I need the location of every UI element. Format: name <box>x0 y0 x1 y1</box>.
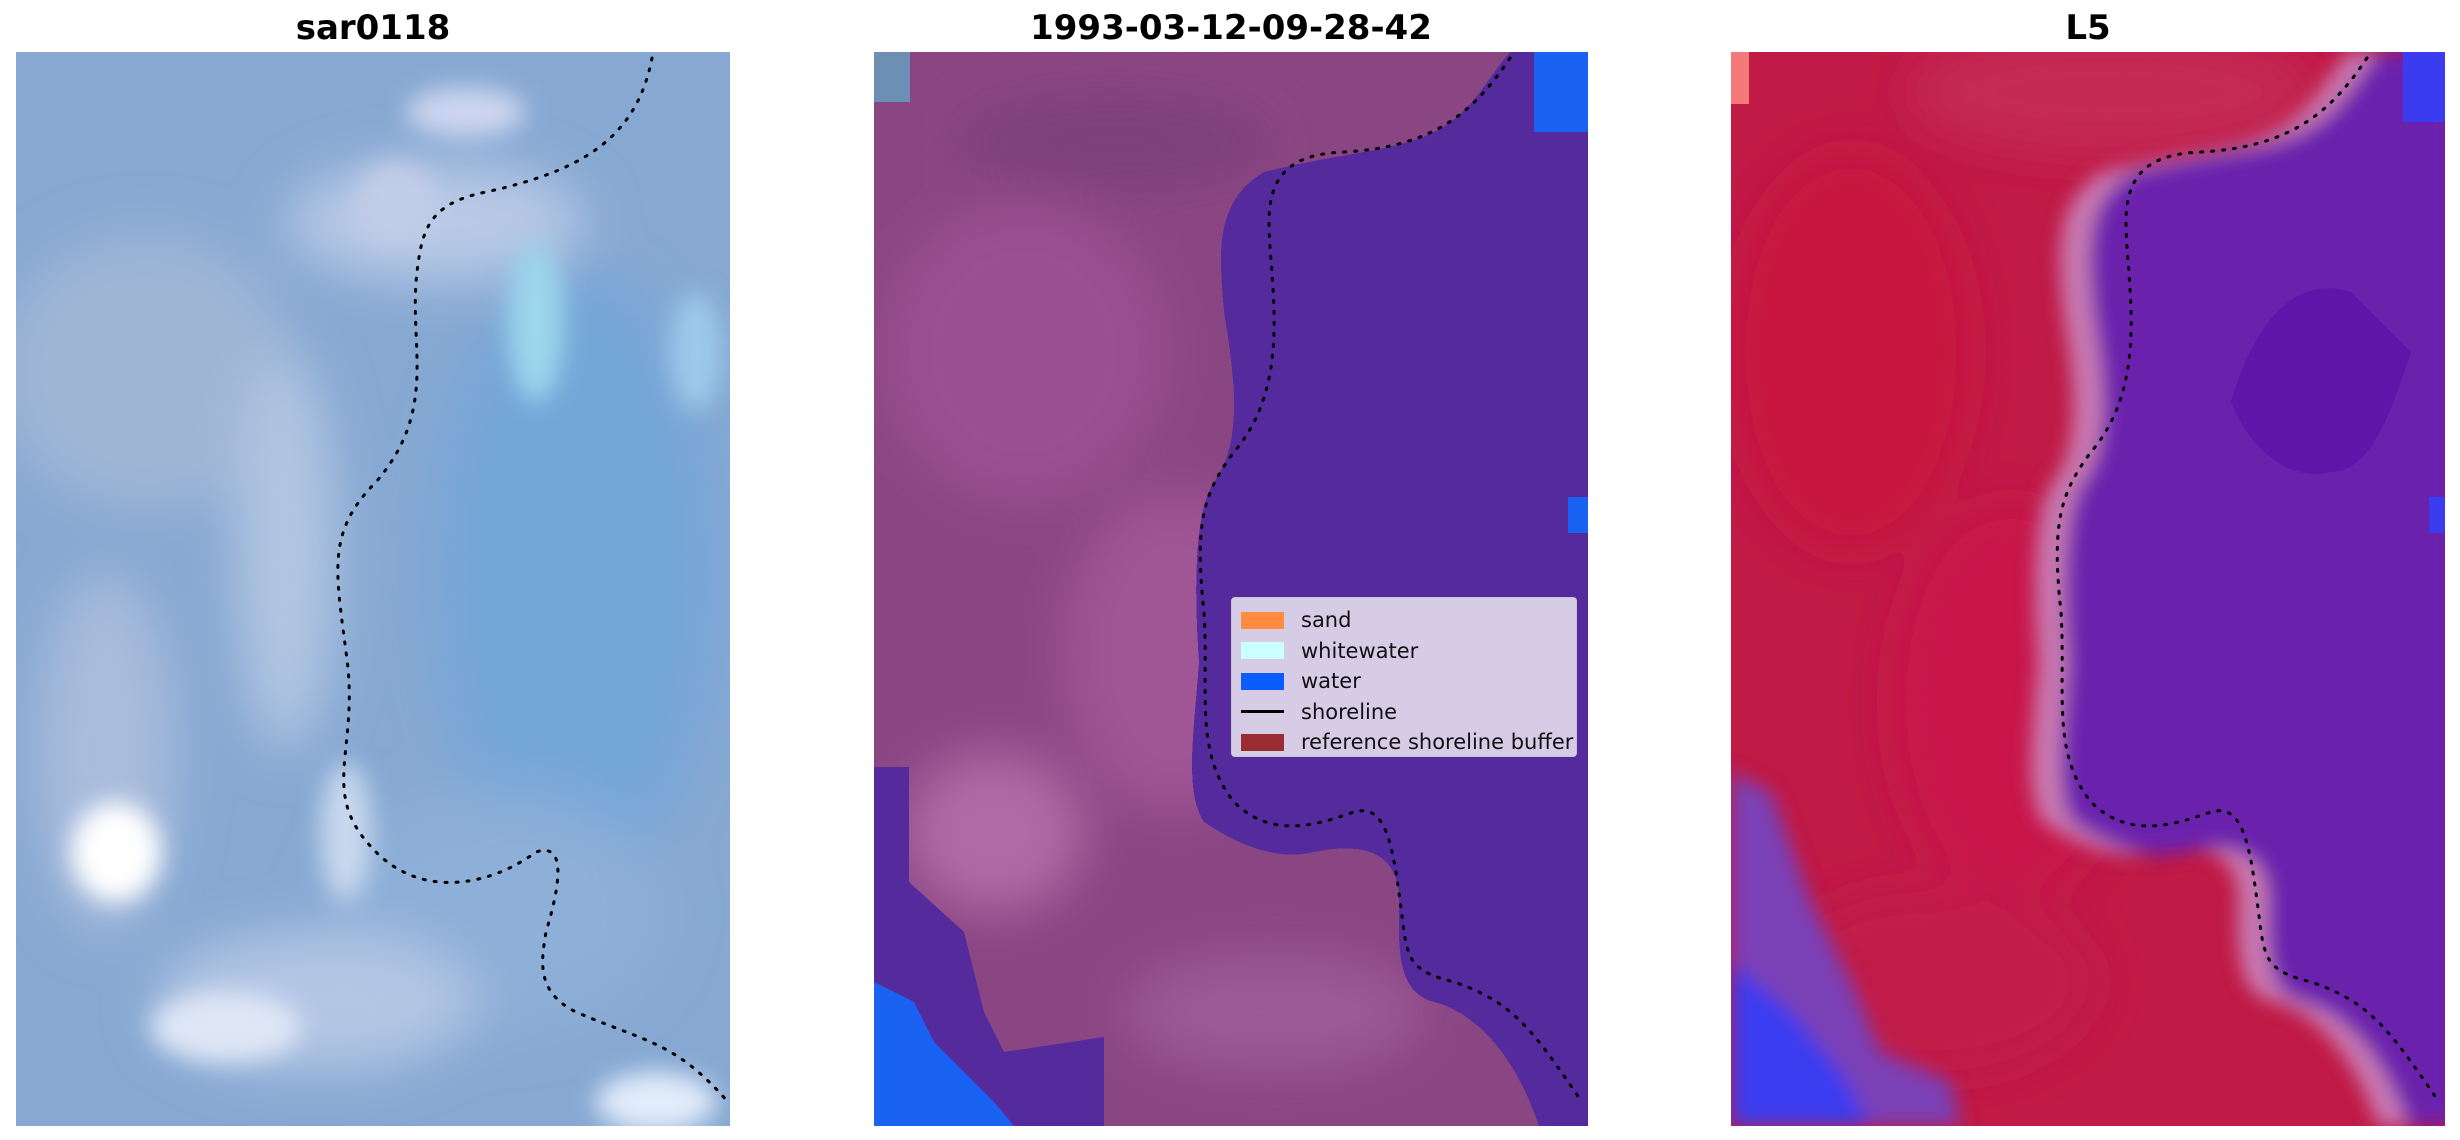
legend-label: sand <box>1301 608 1352 633</box>
whitewater-swatch <box>1241 642 1284 660</box>
legend-item-sand: sand <box>1241 605 1567 636</box>
rgb-image <box>16 52 730 1126</box>
legend-label: reference shoreline buffer <box>1301 730 1574 755</box>
legend-item-shoreline: shoreline <box>1241 697 1567 728</box>
legend-item-water: water <box>1241 666 1567 697</box>
classification-image <box>874 52 1588 1126</box>
classification-panel <box>874 52 1588 1126</box>
water-region <box>1192 52 1588 1126</box>
index-image <box>1731 52 2445 1126</box>
reference-buffer-swatch <box>1241 733 1284 751</box>
rgb-panel-title: sar0118 <box>295 8 451 48</box>
legend-item-whitewater: whitewater <box>1241 636 1567 667</box>
sand-swatch <box>1241 611 1284 629</box>
shoreline-path <box>336 56 730 1104</box>
shoreline-path <box>1198 56 1584 1104</box>
classification-panel-title: 1993-03-12-09-28-42 <box>1030 8 1432 48</box>
legend-label: shoreline <box>1301 699 1398 724</box>
legend-label: water <box>1301 669 1361 694</box>
index-panel <box>1731 52 2445 1126</box>
legend-item-reference-shoreline-buffer: reference shoreline buffer <box>1241 727 1573 758</box>
rgb-image-panel <box>16 52 730 1126</box>
shoreline-path <box>2055 56 2441 1104</box>
index-panel-title: L5 <box>2065 8 2111 48</box>
shoreline-line-swatch <box>1241 710 1284 714</box>
legend: sand whitewater water shoreline referenc… <box>1231 597 1577 757</box>
legend-label: whitewater <box>1301 638 1419 663</box>
water-swatch <box>1241 672 1284 690</box>
